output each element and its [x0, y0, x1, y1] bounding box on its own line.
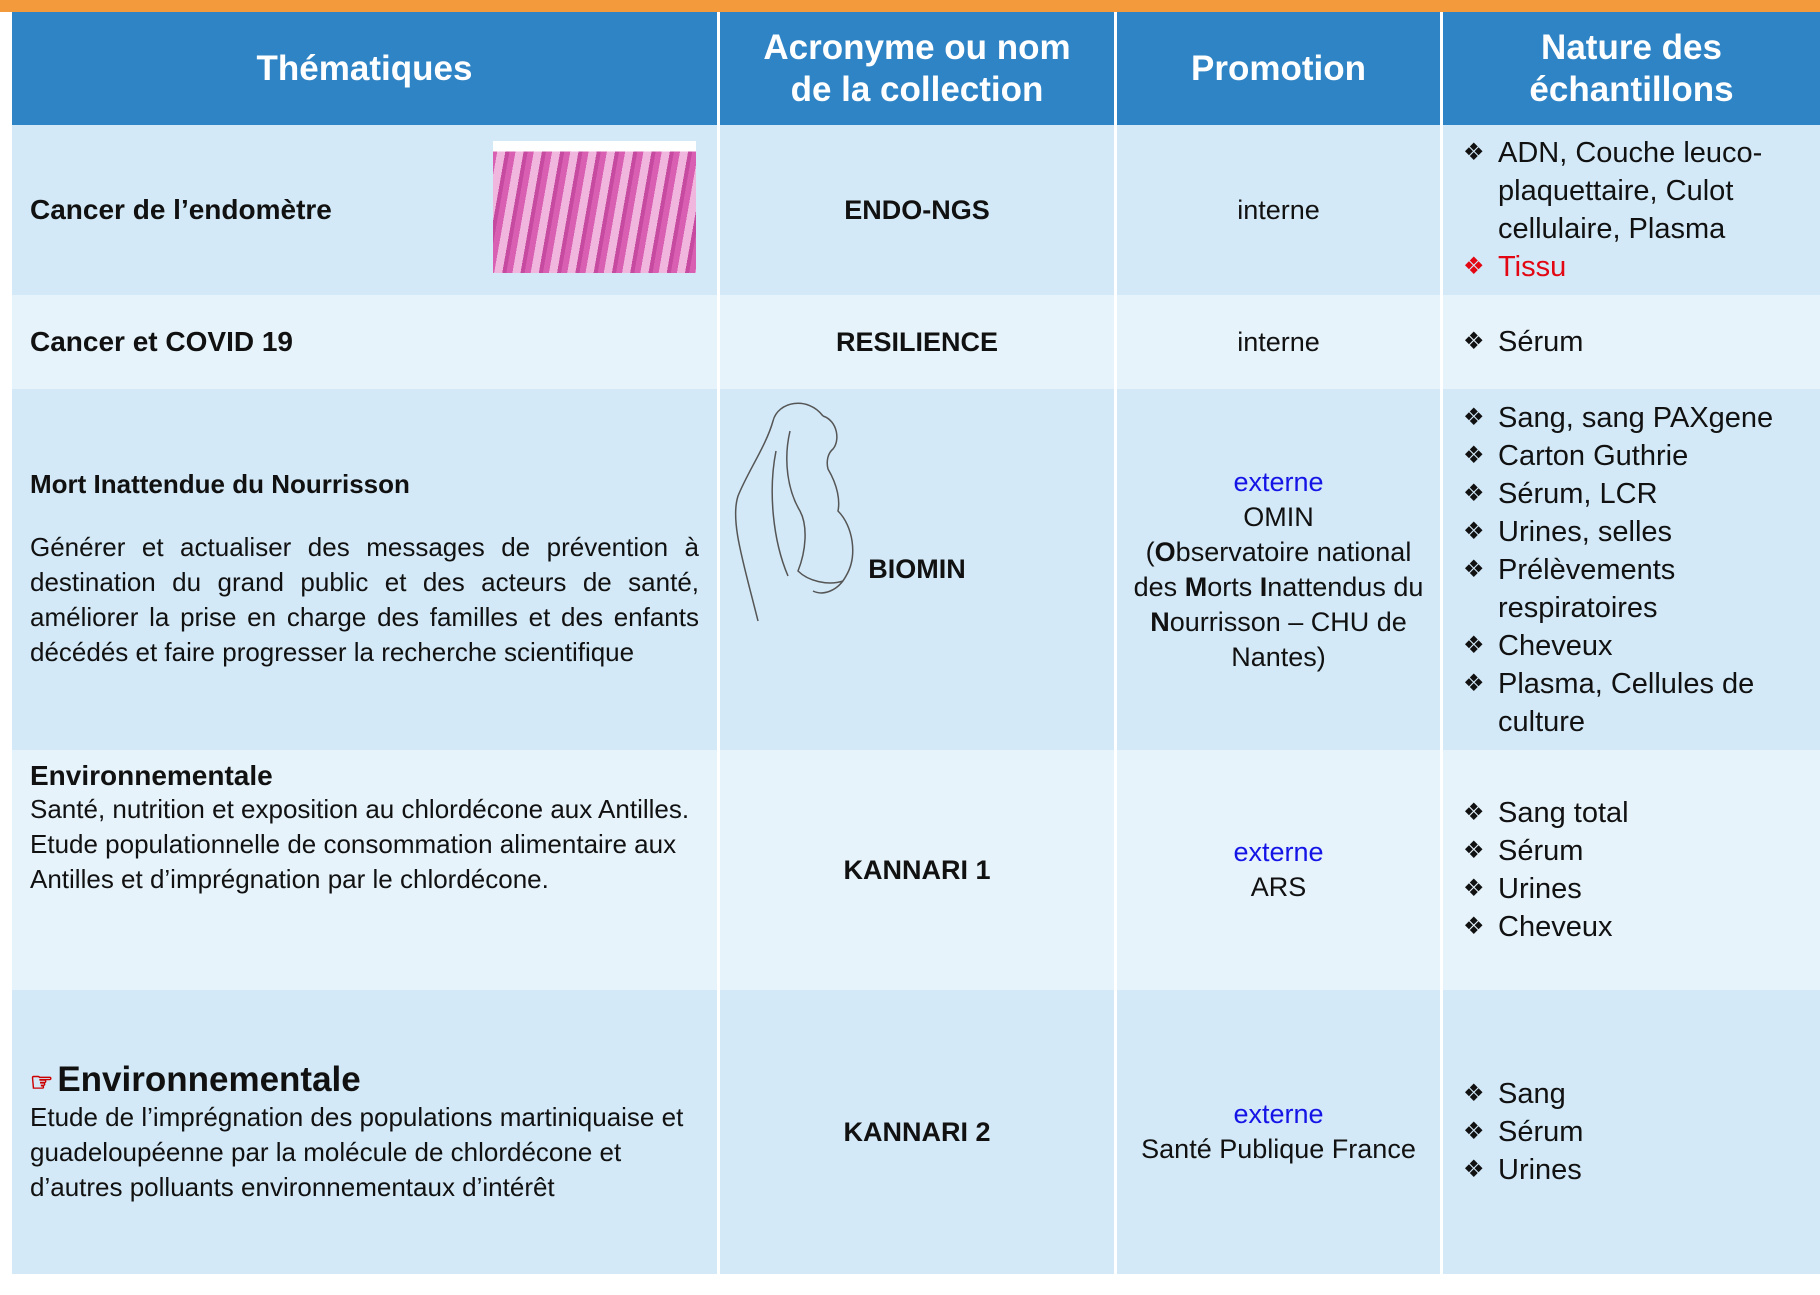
- note-segment: ourrisson – CHU de Nantes): [1169, 606, 1407, 672]
- samples-cell: Sérum: [1443, 295, 1820, 389]
- histology-image: [493, 141, 696, 273]
- sample-item: Sérum, LCR: [1463, 475, 1806, 513]
- acronym-cell: BIOMIN: [720, 389, 1114, 750]
- promotion-cell: interne: [1117, 125, 1440, 295]
- promotion-cell: externe ARS: [1117, 750, 1440, 990]
- sample-item: ADN, Couche leuco-plaquettaire, Culot ce…: [1463, 134, 1806, 248]
- acronym: RESILIENCE: [835, 326, 999, 357]
- sample-item: Cheveux: [1463, 908, 1806, 946]
- sample-item: Sang: [1463, 1075, 1806, 1113]
- top-bar: [0, 0, 1820, 12]
- pregnant-woman-drawing: [734, 402, 854, 622]
- promotion-detail: OMIN: [1243, 501, 1314, 532]
- note-segment: O: [1154, 536, 1176, 567]
- note-segment: I: [1259, 571, 1268, 602]
- note-segment: M: [1184, 571, 1208, 602]
- promotion-cell: externe OMIN (Observatoire national des Mo…: [1117, 389, 1440, 750]
- theme-description: Générer et actualiser des messages de pr…: [30, 532, 699, 667]
- acronym: BIOMIN: [868, 554, 966, 584]
- note-segment: nattendus du: [1267, 571, 1424, 602]
- sample-item: Sérum: [1463, 1113, 1806, 1151]
- sample-item: Plasma, Cellules de culture: [1463, 665, 1806, 741]
- theme-title: Mort Inattendue du Nourrisson: [30, 469, 410, 499]
- promotion-type: externe: [1233, 837, 1324, 867]
- theme-description: Santé, nutrition et exposition au chlord…: [30, 794, 690, 894]
- note-segment: (: [1145, 536, 1155, 567]
- promotion-cell: externe Santé Publique France: [1117, 990, 1440, 1274]
- theme-title: Environnementale: [30, 1060, 699, 1100]
- sample-item: Cheveux: [1463, 627, 1806, 665]
- header-cell: Nature des échantillons: [1443, 12, 1820, 125]
- header-cell: Promotion: [1117, 12, 1440, 125]
- samples-cell: Sang, sang PAXgeneCarton GuthrieSérum, L…: [1443, 389, 1820, 750]
- header-cell: Acronyme ou nom de la collection: [720, 12, 1114, 125]
- sample-item: Carton Guthrie: [1463, 437, 1806, 475]
- theme-cell: Cancer et COVID 19: [12, 295, 717, 389]
- acronym: ENDO-NGS: [844, 194, 990, 225]
- samples-cell: ADN, Couche leuco-plaquettaire, Culot ce…: [1443, 125, 1820, 295]
- note-segment: N: [1150, 606, 1170, 637]
- sample-item: Tissu: [1463, 248, 1806, 286]
- promotion-note: (Observatoire national des Morts Inatten…: [1129, 535, 1428, 675]
- sample-item: Prélèvements respiratoires: [1463, 551, 1806, 627]
- acronym-cell: KANNARI 2: [720, 990, 1114, 1274]
- theme-cell: Cancer de l’endomètre: [12, 125, 717, 295]
- promotion-detail: interne: [1237, 194, 1320, 225]
- sample-item: Sérum: [1463, 323, 1806, 361]
- acronym: KANNARI 2: [843, 1116, 991, 1147]
- promotion-cell: interne: [1117, 295, 1440, 389]
- promotion-detail: ARS: [1250, 872, 1307, 902]
- promotion-detail: interne: [1237, 326, 1320, 357]
- sample-item: Urines: [1463, 1151, 1806, 1189]
- theme-description: Etude de l’imprégnation des populations …: [30, 1101, 684, 1202]
- collections-table: Thématiques Acronyme ou nom de la collect…: [12, 12, 1820, 1295]
- sample-item: Sang total: [1463, 794, 1806, 832]
- samples-cell: Sang totalSérumUrinesCheveux: [1443, 750, 1820, 990]
- acronym: KANNARI 1: [843, 854, 991, 885]
- theme-title: Cancer de l’endomètre: [30, 194, 332, 225]
- theme-cell: Mort Inattendue du Nourrisson Générer et …: [12, 389, 717, 750]
- acronym-cell: ENDO-NGS: [720, 125, 1114, 295]
- promotion-type: externe: [1233, 466, 1324, 497]
- sample-item: Urines: [1463, 870, 1806, 908]
- sample-item: Sérum: [1463, 832, 1806, 870]
- note-segment: bservatoire national des: [1133, 536, 1412, 602]
- theme-title: Environnementale: [30, 760, 273, 791]
- promotion-detail: Santé Publique France: [1141, 1134, 1416, 1164]
- sample-item: Urines, selles: [1463, 513, 1806, 551]
- header-cell: Thématiques: [12, 12, 717, 125]
- note-segment: orts: [1207, 571, 1260, 602]
- theme-cell: Environnementale Santé, nutrition et expo…: [12, 750, 717, 990]
- acronym-cell: RESILIENCE: [720, 295, 1114, 389]
- sample-item: Sang, sang PAXgene: [1463, 399, 1806, 437]
- acronym-cell: KANNARI 1: [720, 750, 1114, 990]
- promotion-type: externe: [1233, 1099, 1324, 1129]
- theme-title: Cancer et COVID 19: [30, 326, 293, 357]
- samples-cell: SangSérumUrines: [1443, 990, 1820, 1274]
